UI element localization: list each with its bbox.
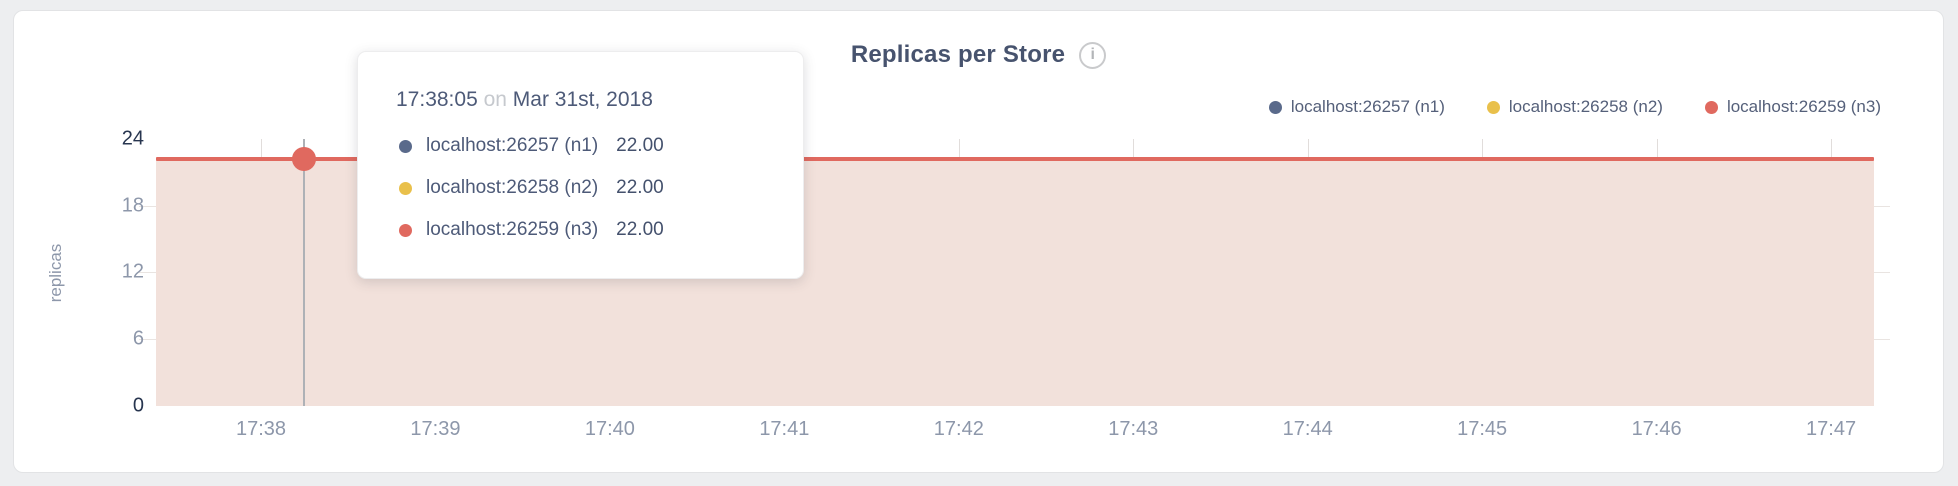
tooltip-series-label: localhost:26258 (n2) [426,177,599,198]
x-tick-label: 17:43 [1108,418,1159,440]
series-line [156,157,1874,161]
tooltip-series-dot-icon [399,223,412,237]
y-tick-label: 24 [121,127,144,150]
x-tick-label: 17:46 [1631,418,1682,440]
tooltip-series-row: localhost:26258 (n2) 22.00 [396,167,803,209]
info-icon[interactable]: i [1079,41,1107,69]
tooltip-series-value: 22.00 [616,219,664,240]
x-tick-label: 17:47 [1806,418,1857,440]
chart-card: Replicas per Store i localhost:26257 (n1… [13,10,1944,473]
legend-item[interactable]: localhost:26258 (n2) [1486,97,1663,117]
y-tick-label: 18 [121,194,144,216]
legend-series-label: localhost:26257 (n1) [1290,97,1445,116]
legend-item[interactable]: localhost:26257 (n1) [1268,97,1445,117]
x-tick-label: 17:45 [1457,418,1508,440]
tooltip-series-dot-icon [399,181,412,195]
y-tick-label: 0 [132,394,144,417]
chart-tooltip: 17:38:05 on Mar 31st, 2018 localhost:262… [357,51,804,279]
x-tick-label: 17:39 [410,418,461,440]
legend-series-dot-icon [1704,100,1718,114]
legend-series-label: localhost:26259 (n3) [1726,97,1881,116]
chart-legend: localhost:26257 (n1) localhost:26258 (n2)… [1268,97,1881,117]
legend-item[interactable]: localhost:26259 (n3) [1704,97,1881,117]
x-tick-label: 17:44 [1282,418,1333,440]
tooltip-series-label: localhost:26259 (n3) [426,219,599,240]
tooltip-date: Mar 31st, 2018 [512,88,653,111]
legend-series-label: localhost:26258 (n2) [1508,97,1663,116]
chart-title: Replicas per Store [850,41,1066,68]
y-tick-label: 12 [121,260,144,283]
x-tick-label: 17:41 [759,418,810,440]
legend-series-dot-icon [1486,100,1500,114]
legend-series-dot-icon [1268,100,1282,114]
tooltip-on-word: on [483,88,507,111]
hover-point-dot [292,147,316,171]
tooltip-series-row: localhost:26257 (n1) 22.00 [396,125,803,167]
chart-header: Replicas per Store i [14,41,1943,69]
y-tick-label: 6 [132,327,144,350]
tooltip-series-row: localhost:26259 (n3) 22.00 [396,209,803,251]
tooltip-series-value: 22.00 [616,177,664,198]
tooltip-series-value: 22.00 [616,135,664,156]
x-tick-label: 17:40 [584,418,635,440]
tooltip-rows: localhost:26257 (n1) 22.00 localhost:26258… [396,125,803,251]
hover-guideline [303,139,305,406]
x-tick-label: 17:42 [933,418,984,440]
x-tick-label: 17:38 [235,418,287,440]
tooltip-series-label: localhost:26257 (n1) [426,135,599,156]
tooltip-header: 17:38:05 on Mar 31st, 2018 [396,88,803,112]
tooltip-series-dot-icon [399,139,412,153]
tooltip-time: 17:38:05 [396,88,478,111]
